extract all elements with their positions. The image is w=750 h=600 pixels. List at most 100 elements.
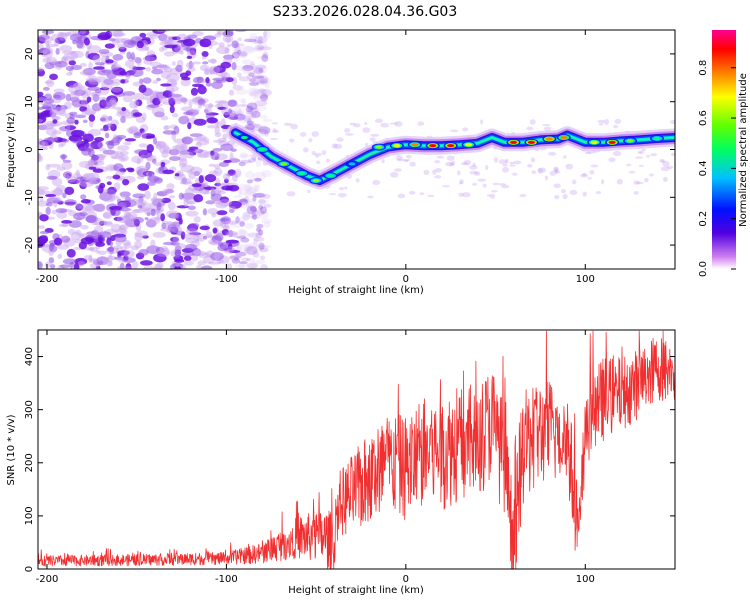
noise-blob bbox=[172, 235, 180, 245]
noise-speckle bbox=[604, 119, 610, 125]
noise-blob bbox=[248, 263, 258, 268]
noise-blob bbox=[214, 33, 222, 38]
noise-blob bbox=[161, 197, 172, 204]
noise-blob bbox=[38, 67, 44, 72]
noise-blob bbox=[48, 250, 54, 256]
spectrogram-noise bbox=[38, 30, 675, 269]
noise-blob bbox=[123, 141, 132, 146]
noise-blob bbox=[250, 209, 265, 216]
noise-blob bbox=[181, 192, 196, 200]
noise-speckle bbox=[490, 193, 496, 199]
noise-blob bbox=[57, 253, 63, 260]
noise-blob bbox=[255, 66, 264, 75]
noise-blob bbox=[149, 217, 161, 225]
noise-blob bbox=[236, 244, 242, 253]
noise-blob bbox=[206, 124, 220, 129]
noise-blob bbox=[98, 49, 110, 55]
noise-blob bbox=[216, 121, 222, 128]
noise-blob bbox=[251, 75, 265, 79]
noise-blob bbox=[116, 215, 130, 224]
noise-blob bbox=[263, 221, 271, 228]
noise-blob bbox=[210, 58, 217, 64]
noise-blob bbox=[177, 149, 188, 156]
noise-blob bbox=[53, 39, 60, 47]
noise-speckle bbox=[633, 180, 640, 185]
noise-blob bbox=[184, 187, 194, 197]
noise-blob bbox=[260, 93, 269, 102]
noise-blob bbox=[87, 45, 102, 54]
noise-blob bbox=[187, 205, 196, 210]
noise-speckle bbox=[582, 172, 587, 177]
ridge-peak-core bbox=[429, 144, 437, 148]
noise-blob bbox=[91, 92, 100, 101]
noise-blob bbox=[80, 224, 89, 230]
noise-speckle bbox=[271, 122, 279, 125]
noise-blob bbox=[168, 156, 181, 161]
noise-blob bbox=[46, 197, 60, 204]
noise-blob bbox=[160, 161, 166, 168]
noise-blob bbox=[156, 202, 162, 211]
noise-blob bbox=[119, 70, 127, 76]
noise-blob bbox=[49, 242, 55, 252]
noise-blob bbox=[120, 116, 126, 124]
noise-speckle bbox=[337, 192, 347, 198]
noise-blob bbox=[232, 205, 238, 211]
noise-blob bbox=[234, 30, 247, 33]
noise-blob bbox=[163, 125, 169, 131]
noise-blob bbox=[258, 76, 265, 82]
noise-speckle bbox=[451, 160, 456, 166]
noise-blob bbox=[134, 149, 148, 155]
noise-blob bbox=[79, 176, 85, 186]
noise-blob bbox=[228, 116, 239, 120]
noise-blob bbox=[85, 77, 95, 82]
noise-blob bbox=[203, 67, 210, 76]
colorbar: 0.0 0.2 0.4 0.6 0.8 Normalized spectral ampl… bbox=[698, 30, 749, 277]
noise-blob bbox=[114, 234, 127, 243]
noise-blob bbox=[107, 255, 118, 261]
noise-blob bbox=[43, 46, 54, 56]
noise-blob bbox=[65, 124, 71, 132]
noise-blob bbox=[119, 246, 128, 251]
noise-speckle bbox=[644, 177, 649, 183]
noise-blob bbox=[259, 95, 269, 99]
noise-blob bbox=[227, 220, 238, 225]
noise-blob bbox=[103, 189, 116, 197]
noise-blob bbox=[213, 139, 226, 143]
noise-blob bbox=[116, 145, 130, 151]
noise-blob bbox=[65, 93, 72, 102]
noise-blob bbox=[202, 235, 208, 240]
noise-blob bbox=[75, 169, 81, 177]
noise-blob bbox=[106, 181, 112, 186]
noise-speckle bbox=[616, 178, 623, 185]
noise-blob bbox=[117, 43, 126, 50]
noise-speckle bbox=[344, 186, 348, 190]
noise-blob bbox=[164, 44, 178, 49]
noise-blob bbox=[142, 235, 149, 239]
noise-speckle bbox=[369, 137, 376, 142]
noise-blob bbox=[144, 55, 156, 62]
noise-blob bbox=[221, 181, 232, 187]
noise-blob bbox=[224, 221, 229, 230]
noise-blob bbox=[212, 147, 223, 152]
noise-blob bbox=[246, 64, 252, 73]
spectrogram-ytick-label: 20 bbox=[24, 48, 35, 61]
noise-blob bbox=[193, 194, 204, 203]
noise-blob bbox=[136, 158, 141, 165]
noise-blob bbox=[258, 88, 266, 94]
snr-xtick-label: -200 bbox=[36, 574, 59, 585]
noise-speckle bbox=[469, 165, 478, 170]
noise-blob bbox=[158, 47, 165, 52]
noise-blob bbox=[107, 254, 113, 263]
noise-speckle bbox=[548, 151, 557, 156]
noise-blob bbox=[191, 183, 202, 188]
noise-blob bbox=[229, 158, 241, 163]
noise-blob bbox=[89, 262, 100, 269]
noise-blob bbox=[109, 205, 122, 211]
noise-blob bbox=[38, 140, 46, 148]
noise-blob bbox=[152, 97, 161, 106]
noise-blob bbox=[110, 156, 118, 160]
noise-speckle bbox=[595, 190, 602, 195]
noise-blob bbox=[143, 266, 158, 269]
noise-blob bbox=[185, 61, 195, 69]
spectrogram-xtick-label: -100 bbox=[215, 274, 238, 285]
